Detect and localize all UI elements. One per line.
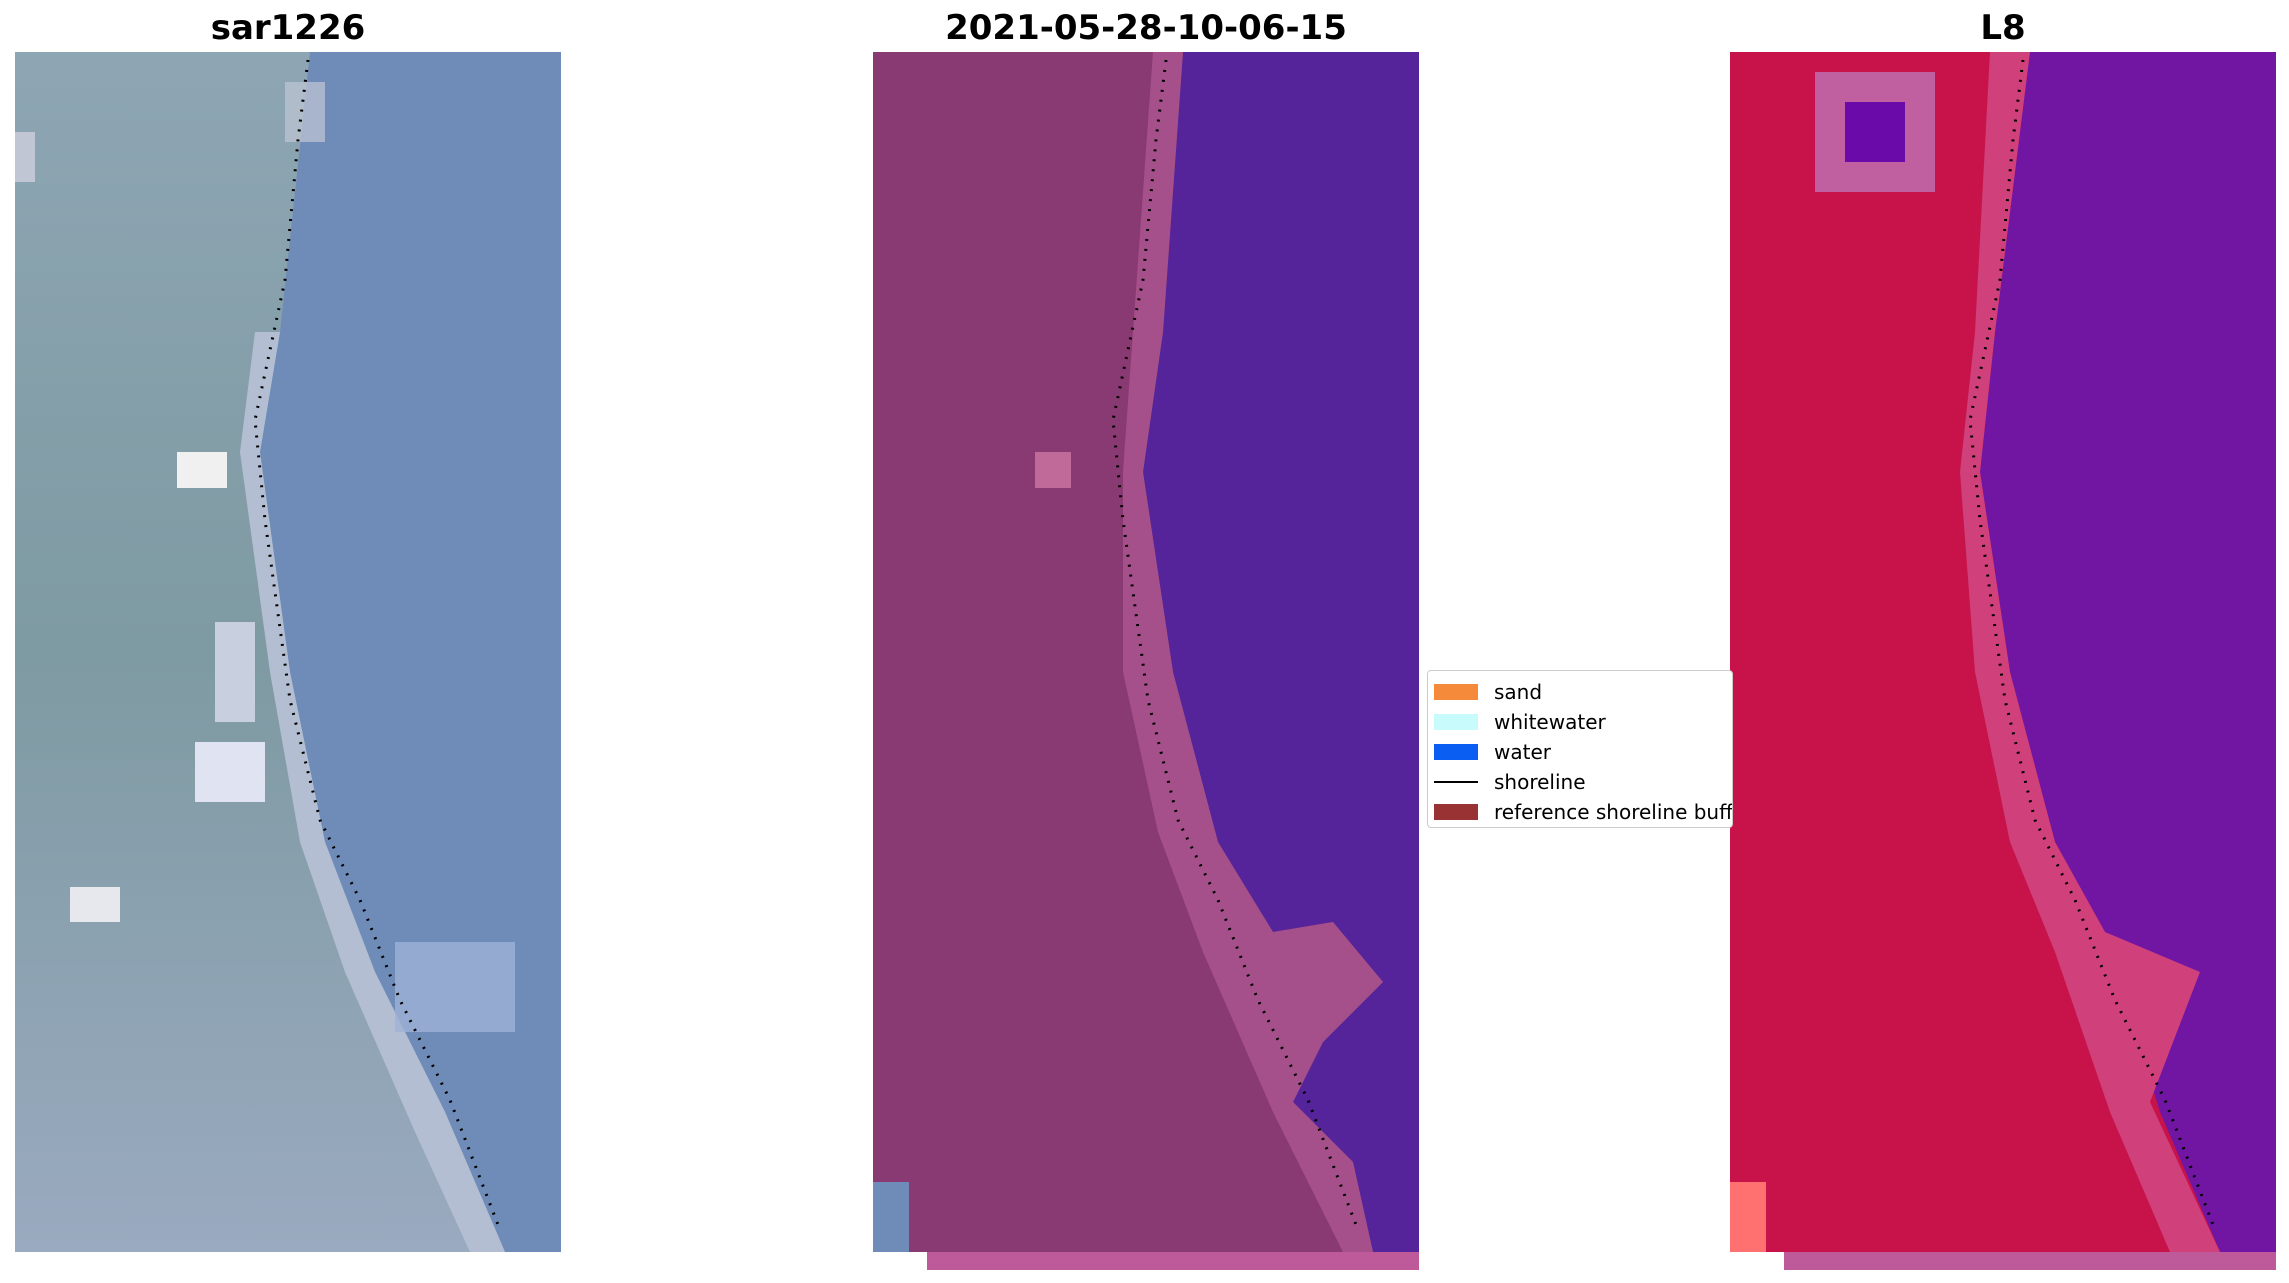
- legend: sand whitewater water shoreline referenc…: [1427, 670, 1733, 828]
- reference-strip-right: [1784, 1252, 2276, 1270]
- classified-image-panel: [873, 52, 1419, 1252]
- panel-title-middle: 2021-05-28-10-06-15: [945, 8, 1347, 48]
- legend-swatch-water: [1434, 744, 1478, 760]
- legend-swatch-reference-buffer: [1434, 804, 1478, 820]
- legend-item-shoreline: shoreline: [1434, 769, 1586, 795]
- index-image: [1730, 52, 2276, 1252]
- panel-title-left: sar1226: [210, 8, 366, 48]
- classified-image: [873, 52, 1419, 1252]
- reference-strip-middle: [927, 1252, 1419, 1270]
- legend-label: shoreline: [1494, 770, 1586, 794]
- legend-line-shoreline: [1434, 781, 1478, 783]
- legend-label: whitewater: [1494, 710, 1606, 734]
- legend-label: sand: [1494, 680, 1543, 704]
- rgb-image: [15, 52, 561, 1252]
- legend-swatch-sand: [1434, 684, 1478, 700]
- legend-swatch-whitewater: [1434, 714, 1478, 730]
- legend-label: water: [1494, 740, 1551, 764]
- legend-label: reference shoreline buffer: [1494, 800, 1733, 824]
- rgb-image-panel: [15, 52, 561, 1252]
- legend-item-reference-buffer: reference shoreline buffer: [1434, 799, 1733, 825]
- index-image-panel: [1730, 52, 2276, 1252]
- legend-item-sand: sand: [1434, 679, 1542, 705]
- panel-title-right: L8: [1980, 8, 2026, 48]
- legend-item-water: water: [1434, 739, 1551, 765]
- legend-item-whitewater: whitewater: [1434, 709, 1606, 735]
